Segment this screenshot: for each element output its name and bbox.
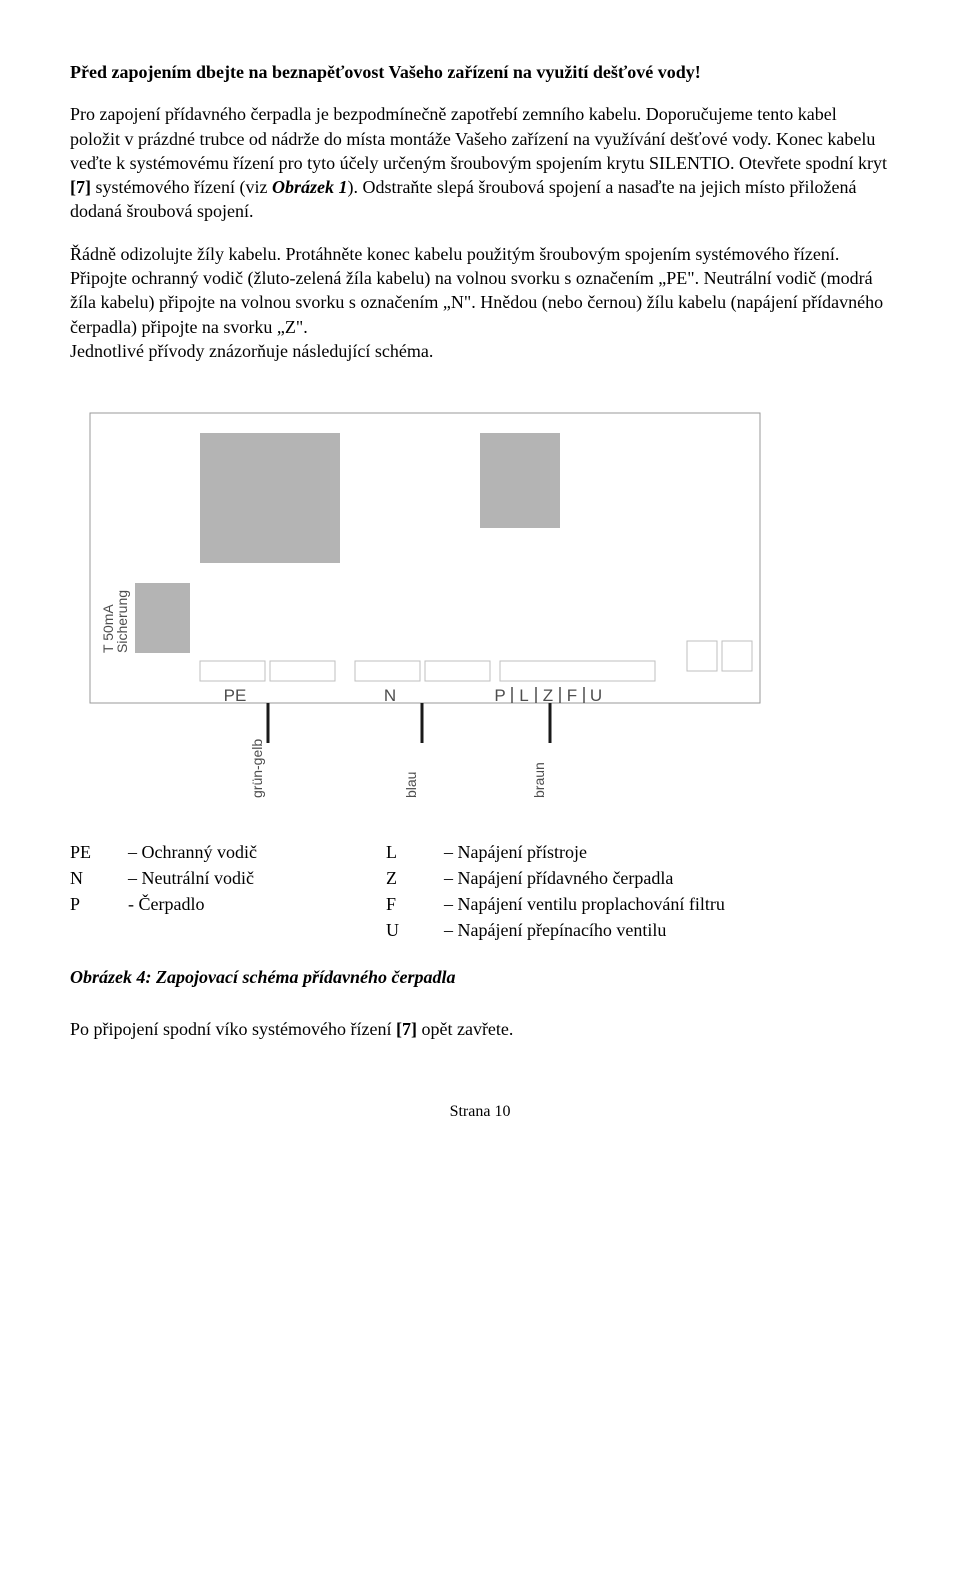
legend-key: Z <box>386 866 444 892</box>
legend-key: U <box>386 918 444 944</box>
legend-text: - Čerpadlo <box>128 892 386 918</box>
legend-text: – Napájení přepínacího ventilu <box>444 918 890 944</box>
closing-a: Po připojení spodní víko systémového říz… <box>70 1019 396 1039</box>
legend-text: – Napájení ventilu proplachování filtru <box>444 892 890 918</box>
svg-text:grün-gelb: grün-gelb <box>249 739 265 798</box>
legend-text: – Ochranný vodič <box>128 840 386 866</box>
closing-bold: [7] <box>396 1019 417 1039</box>
p1-italic: Obrázek 1 <box>272 177 348 197</box>
p1-bold: [7] <box>70 177 91 197</box>
legend-key: L <box>386 840 444 866</box>
legend-text: – Neutrální vodič <box>128 866 386 892</box>
legend-text: – Napájení přístroje <box>444 840 890 866</box>
svg-text:L: L <box>519 686 528 705</box>
svg-text:N: N <box>384 686 396 705</box>
legend-key: N <box>70 866 128 892</box>
wiring-diagram: SicherungT 50mA PE N PLZFUgrün-gelb blau brau… <box>70 403 890 809</box>
svg-text:T 50mA: T 50mA <box>100 604 116 653</box>
legend-key: F <box>386 892 444 918</box>
svg-text:Z: Z <box>543 686 553 705</box>
svg-text:braun: braun <box>531 762 547 798</box>
legend-table: PE – Ochranný vodič L – Napájení přístro… <box>70 840 890 945</box>
p1-a: Pro zapojení přídavného čerpadla je bezp… <box>70 104 887 173</box>
legend-key: P <box>70 892 128 918</box>
figure-caption: Obrázek 4: Zapojovací schéma přídavného … <box>70 965 890 989</box>
legend-key: PE <box>70 840 128 866</box>
svg-text:U: U <box>590 686 602 705</box>
p1-b: systémového řízení (viz <box>91 177 272 197</box>
warning-heading: Před zapojením dbejte na beznapěťovost V… <box>70 60 890 84</box>
paragraph-1: Pro zapojení přídavného čerpadla je bezp… <box>70 102 890 223</box>
closing-paragraph: Po připojení spodní víko systémového říz… <box>70 1017 890 1041</box>
svg-text:P: P <box>494 686 505 705</box>
svg-text:blau: blau <box>403 772 419 798</box>
svg-text:Sicherung: Sicherung <box>114 590 130 653</box>
svg-text:F: F <box>567 686 577 705</box>
paragraph-3: Jednotlivé přívody znázorňuje následujíc… <box>70 339 890 363</box>
legend-text: – Napájení přídavného čerpadla <box>444 866 890 892</box>
page-number: Strana 10 <box>70 1101 890 1123</box>
svg-text:PE: PE <box>224 686 247 705</box>
closing-b: opět zavřete. <box>417 1019 513 1039</box>
paragraph-2: Řádně odizolujte žíly kabelu. Protáhněte… <box>70 242 890 339</box>
